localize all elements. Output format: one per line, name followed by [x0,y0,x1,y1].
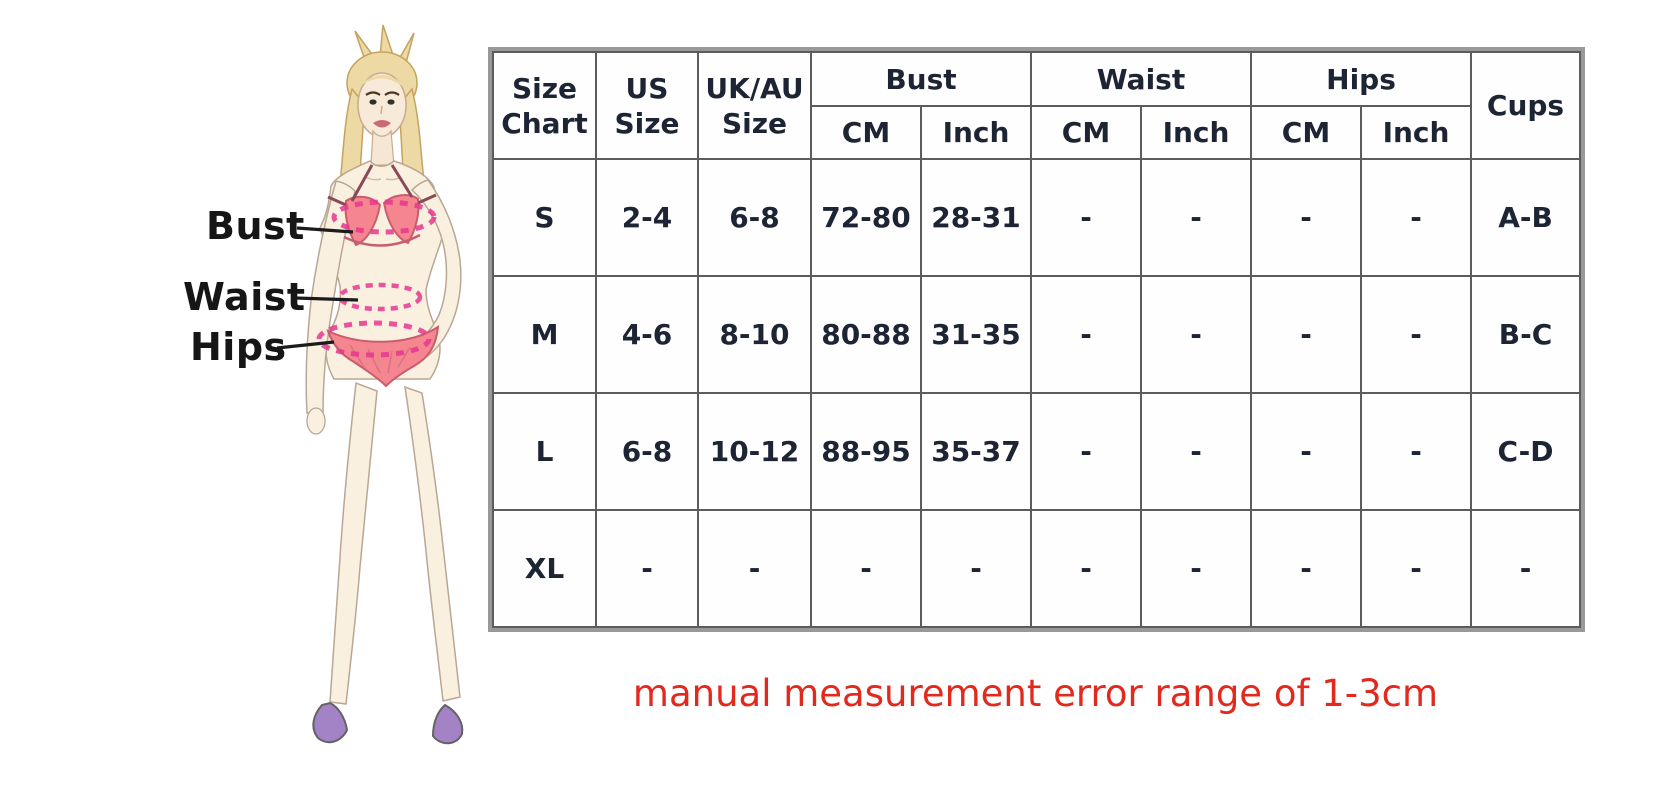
cell-uk-au: - [697,509,812,628]
cell-waist-cm: - [1030,275,1143,394]
cell-waist-inch: - [1140,275,1253,394]
cell-uk-au: 8-10 [697,275,812,394]
cell-waist-cm: - [1030,509,1143,628]
cell-cups: C-D [1470,392,1582,511]
lips-icon [373,120,391,128]
legs-icon [329,381,461,705]
cell-hips-inch: - [1360,392,1473,511]
neck-icon [370,129,395,166]
cell-cups: - [1470,509,1582,628]
bikini-top-icon [327,164,437,247]
header-hips: Hips [1250,51,1473,107]
cell-hips-cm: - [1250,392,1363,511]
cell-bust-cm: 72-80 [810,158,922,277]
label-leader-lines [276,226,359,350]
cell-waist-cm: - [1030,158,1143,277]
header-us-size: US Size [595,51,699,160]
cell-us: - [595,509,699,628]
table-row-xl: XL - - - - - - - - - [492,509,1582,628]
left-hand-icon [306,407,326,435]
cell-bust-inch: 28-31 [919,158,1033,277]
cell-cups: B-C [1470,275,1582,394]
left-arm-icon [305,180,356,414]
fringe-icon [359,75,406,89]
figure-illustration [276,24,464,745]
header-bust-inch: Inch [919,105,1033,160]
header-bust: Bust [809,51,1033,107]
hips-measure-icon [316,320,432,358]
cell-uk-au: 10-12 [697,392,812,511]
eyebrows-icon [365,91,400,96]
table-body: S 2-4 6-8 72-80 28-31 - - - - A-B M 4-6 … [492,158,1582,628]
cell-uk-au: 6-8 [697,158,812,277]
cell-hips-cm: - [1250,158,1363,277]
header-hips-cm: CM [1250,105,1363,160]
cell-bust-inch: 35-37 [919,392,1033,511]
cell-size: S [492,158,597,277]
cell-hips-cm: - [1250,509,1363,628]
cell-hips-inch: - [1360,275,1473,394]
cell-bust-inch: 31-35 [919,275,1033,394]
cell-waist-inch: - [1140,158,1253,277]
waist-measure-icon [337,282,423,312]
cell-hips-inch: - [1360,158,1473,277]
bust-leader-line [296,226,354,234]
header-hips-inch: Inch [1360,105,1473,160]
shoes-icon [312,701,464,745]
cell-hips-cm: - [1250,275,1363,394]
measurement-error-note: manual measurement error range of 1-3cm [632,672,1439,715]
cell-size: L [492,392,597,511]
header-size-chart: Size Chart [492,51,597,160]
header-unit-row: CM Inch CM Inch CM Inch [493,105,1580,160]
cell-size: XL [492,509,597,628]
figure-area: Bust Waist Hips [0,0,490,800]
table-row-l: L 6-8 10-12 88-95 35-37 - - - - C-D [492,392,1582,511]
header-waist: Waist [1030,51,1253,107]
cell-bust-cm: 80-88 [810,275,922,394]
header-waist-cm: CM [1030,105,1143,160]
cell-us: 6-8 [595,392,699,511]
cell-waist-cm: - [1030,392,1143,511]
bust-measure-icon [331,199,437,235]
header-group-row: Size Chart US Size UK/AU Size Bust Waist… [492,51,1582,160]
cell-waist-inch: - [1140,509,1253,628]
waist-leader-line [294,296,359,302]
header-bust-cm: CM [810,105,922,160]
header-uk-au-size: UK/AU Size [697,51,812,160]
cell-size: M [492,275,597,394]
size-chart-table: Size Chart US Size UK/AU Size Bust Waist… [492,51,1582,628]
waist-label: Waist [183,275,306,319]
cell-us: 4-6 [595,275,699,394]
cell-cups: A-B [1470,158,1582,277]
nose-icon [380,105,383,115]
cell-waist-inch: - [1140,392,1253,511]
cell-bust-cm: 88-95 [810,392,922,511]
cell-hips-inch: - [1360,509,1473,628]
hips-leader-line [276,340,335,350]
bust-label: Bust [206,204,305,248]
table-header: Size Chart US Size UK/AU Size Bust Waist… [492,51,1582,160]
eyes-icon [369,99,395,105]
cell-bust-cm: - [810,509,922,628]
cell-us: 2-4 [595,158,699,277]
hips-label: Hips [190,325,287,369]
cell-bust-inch: - [919,509,1033,628]
header-waist-inch: Inch [1140,105,1253,160]
table-row-m: M 4-6 8-10 80-88 31-35 - - - - B-C [492,275,1582,394]
header-cups: Cups [1470,51,1582,160]
table-row-s: S 2-4 6-8 72-80 28-31 - - - - A-B [492,158,1582,277]
